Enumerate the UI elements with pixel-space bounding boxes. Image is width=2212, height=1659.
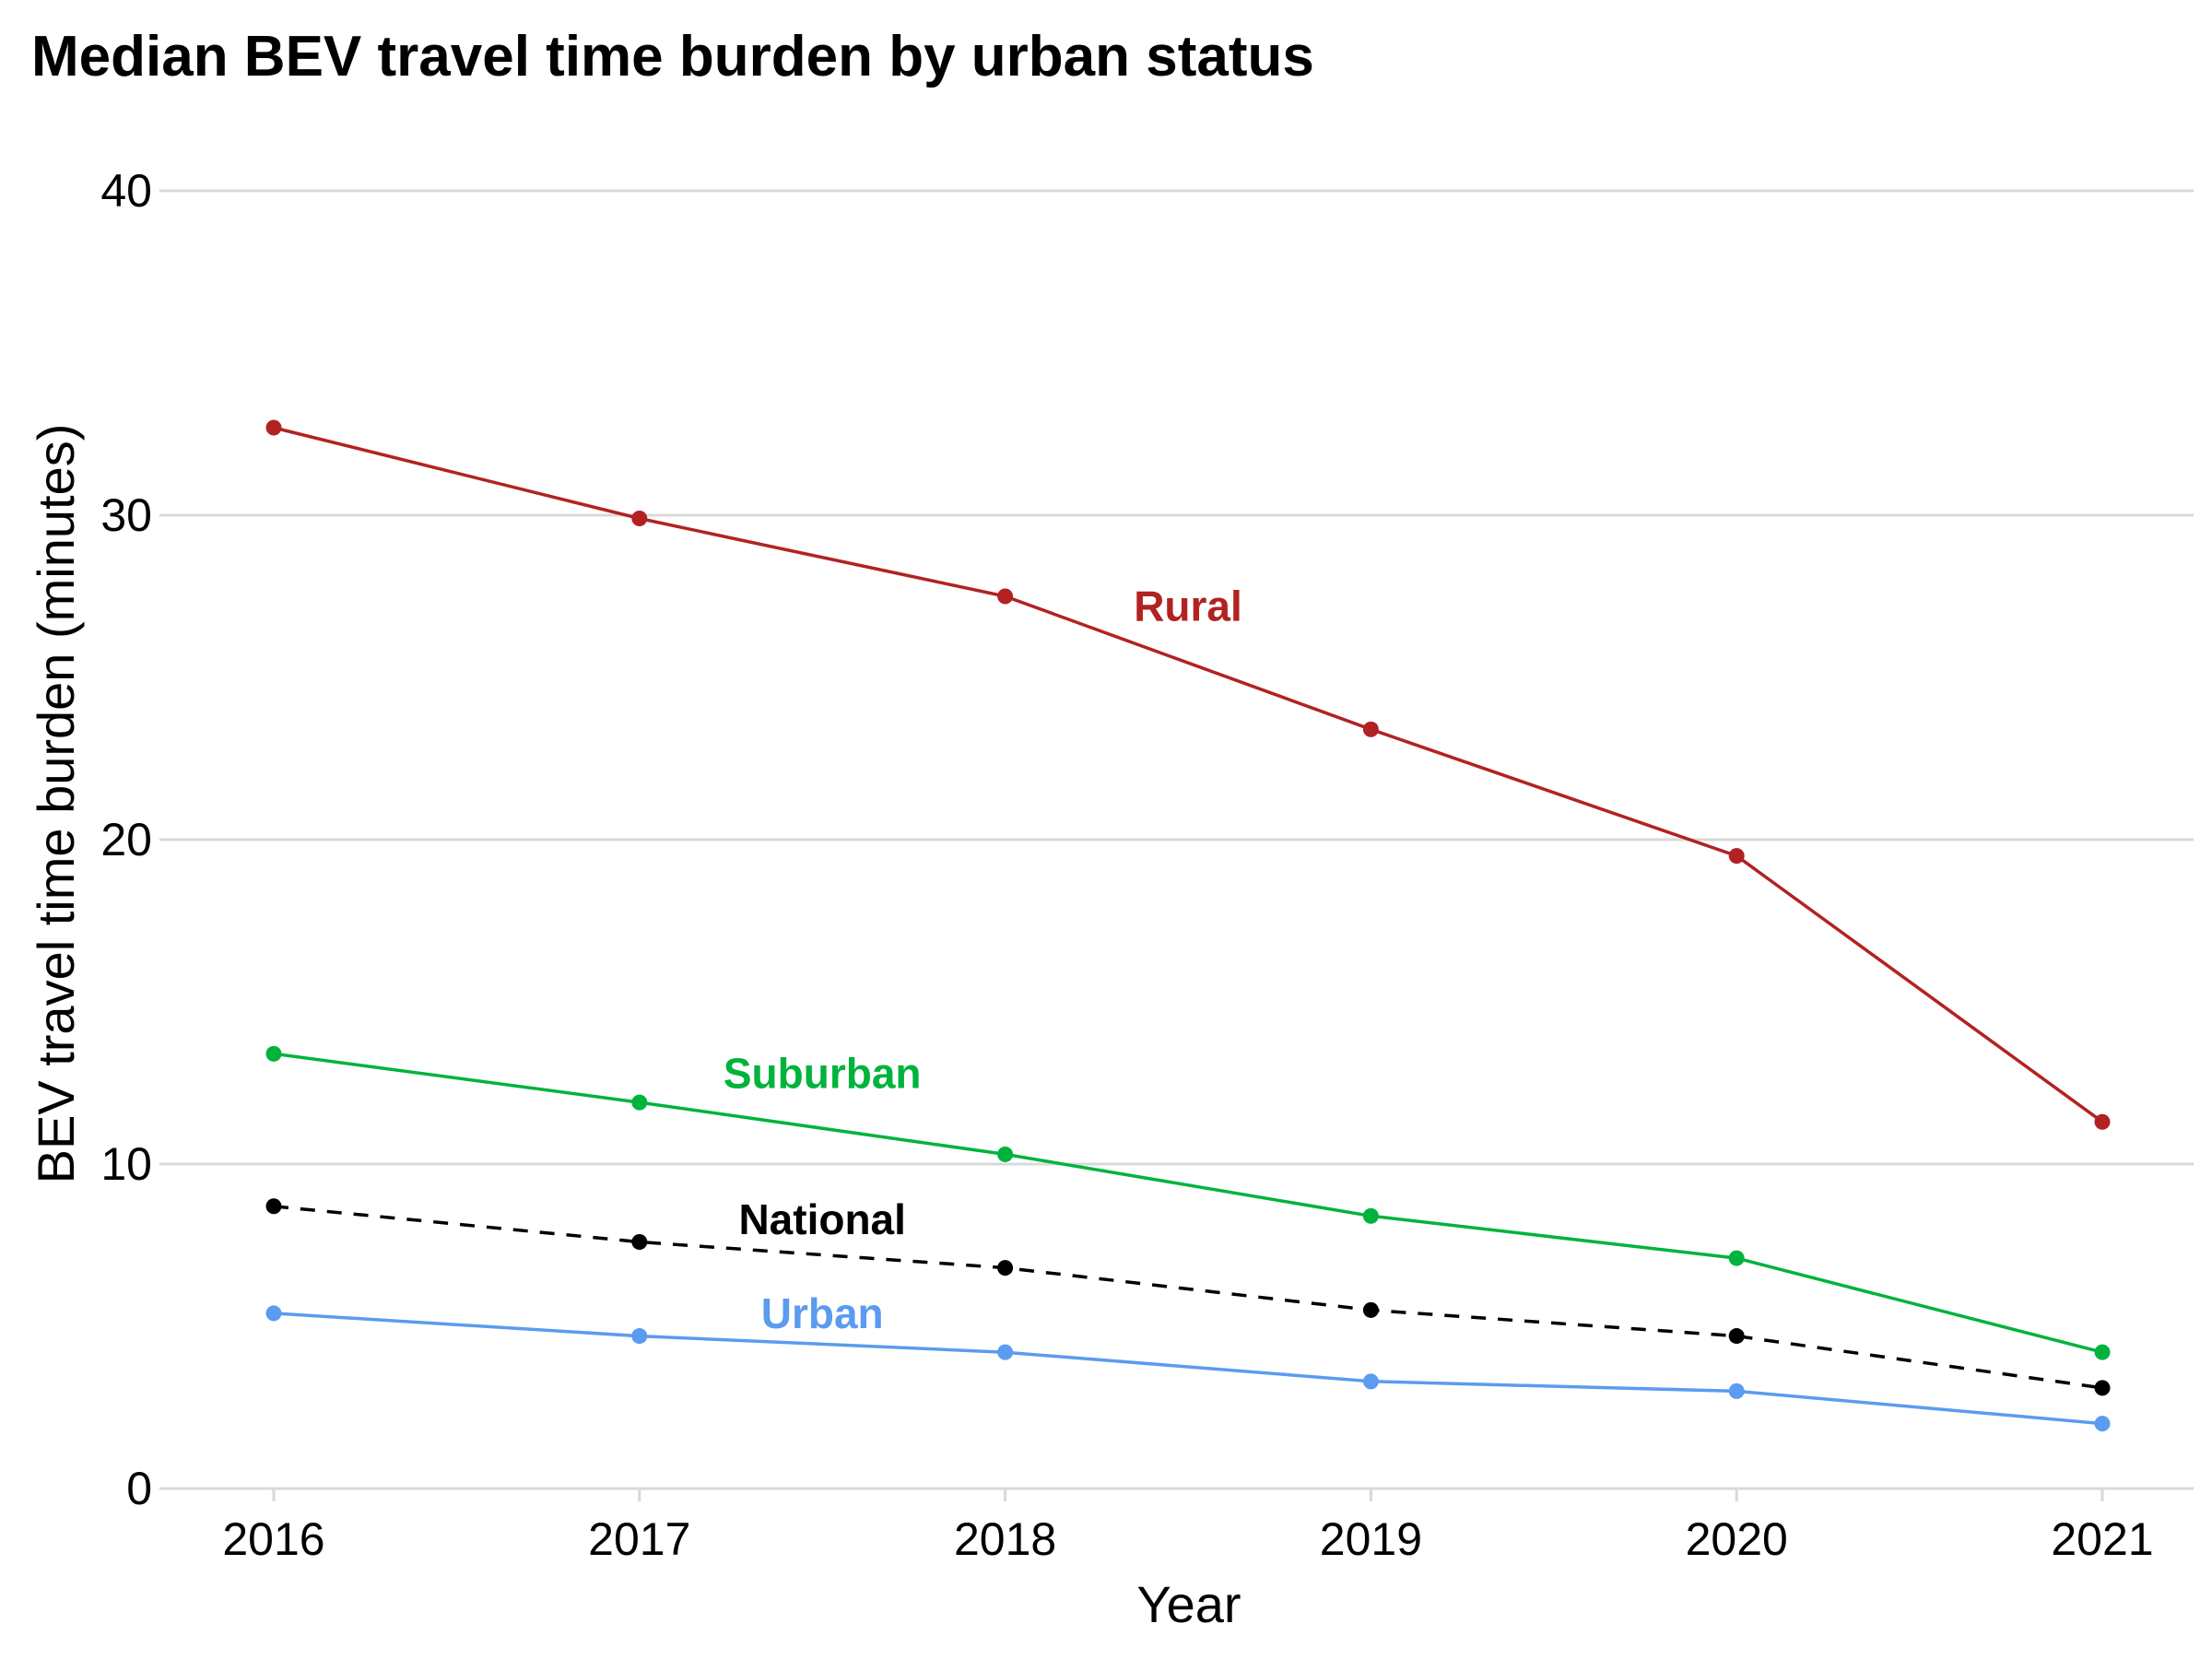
- series-label-rural: Rural: [1134, 582, 1242, 630]
- series-line-national: [273, 1205, 2103, 1390]
- series-label-national: National: [738, 1195, 905, 1243]
- y-tick-label: 40: [100, 165, 152, 217]
- chart-title: Median BEV travel time burden by urban s…: [31, 25, 1314, 88]
- series-urban: [265, 1305, 2111, 1432]
- y-tick-label: 0: [126, 1463, 152, 1514]
- axis-layer: 0 10 20 30 40 2016 2017 2018 2019 2020 2021: [100, 165, 2194, 1565]
- x-tick-label: 2016: [222, 1513, 324, 1565]
- data-point-rural-2016: [265, 419, 282, 436]
- data-point-rural-2017: [631, 511, 648, 527]
- data-point-suburban-2019: [1362, 1207, 1379, 1224]
- data-point-national-2021: [2094, 1380, 2111, 1396]
- data-point-national-2016: [265, 1198, 282, 1215]
- data-point-national-2018: [997, 1260, 1014, 1277]
- data-point-urban-2021: [2094, 1416, 2111, 1432]
- x-tick-label: 2018: [954, 1513, 1056, 1565]
- y-axis-title: BEV travel time burden (minutes): [27, 424, 85, 1184]
- series-rural: [265, 419, 2111, 1130]
- data-point-rural-2018: [997, 588, 1014, 605]
- data-point-urban-2017: [631, 1328, 648, 1345]
- data-point-suburban-2018: [997, 1146, 1014, 1162]
- series-line-suburban: [273, 1052, 2103, 1354]
- data-point-rural-2019: [1362, 721, 1379, 737]
- data-point-urban-2018: [997, 1344, 1014, 1360]
- data-point-urban-2019: [1362, 1373, 1379, 1390]
- x-tick-label: 2021: [2051, 1513, 2153, 1565]
- y-tick-label: 20: [100, 814, 152, 865]
- x-tick-label: 2019: [1320, 1513, 1422, 1565]
- data-point-rural-2021: [2094, 1113, 2111, 1130]
- data-point-national-2019: [1362, 1301, 1379, 1318]
- grid-layer: [171, 189, 2194, 1166]
- x-axis-title: Year: [1136, 1575, 1241, 1633]
- series-national: [265, 1198, 2111, 1396]
- data-point-suburban-2020: [1728, 1250, 1745, 1266]
- x-tick-label: 2017: [588, 1513, 690, 1565]
- series-line-rural: [273, 426, 2104, 1124]
- series-suburban: [265, 1045, 2111, 1360]
- y-tick-label: 30: [100, 489, 152, 541]
- series-line-urban: [273, 1312, 2103, 1426]
- data-point-suburban-2021: [2094, 1344, 2111, 1360]
- data-point-urban-2016: [265, 1305, 282, 1322]
- data-point-national-2017: [631, 1233, 648, 1250]
- data-point-suburban-2017: [631, 1094, 648, 1111]
- y-tick-label: 10: [100, 1138, 152, 1190]
- x-tick-label: 2020: [1686, 1513, 1788, 1565]
- data-point-urban-2020: [1728, 1382, 1745, 1399]
- series-layer: [265, 419, 2111, 1432]
- data-point-suburban-2016: [265, 1045, 282, 1062]
- label-layer: Rural Suburban National Urban: [724, 582, 1242, 1337]
- series-label-suburban: Suburban: [724, 1049, 922, 1097]
- data-point-national-2020: [1728, 1328, 1745, 1345]
- data-point-rural-2020: [1728, 848, 1745, 865]
- series-label-urban: Urban: [761, 1289, 884, 1337]
